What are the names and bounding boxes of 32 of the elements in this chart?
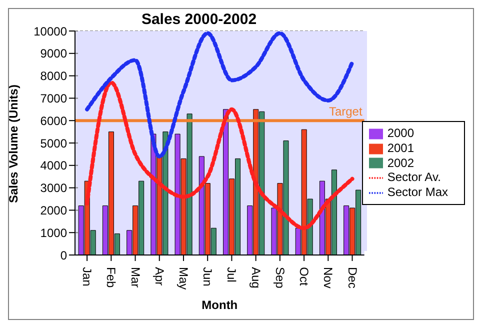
x-tick-label: Feb	[104, 267, 118, 288]
y-tick-label: 7000	[40, 91, 68, 106]
x-tick-label: Jun	[200, 267, 215, 286]
x-tick-label: Nov	[321, 267, 336, 288]
y-tick-label: 5000	[40, 136, 68, 150]
legend-label: Sector Max	[387, 185, 448, 200]
legend-label: 2002	[387, 156, 414, 170]
y-tick-label: 6000	[40, 114, 68, 128]
x-tick-label: Aug	[248, 267, 263, 288]
chart-title: Sales 2000-2002	[141, 11, 257, 28]
y-tick-label: 2000	[40, 203, 68, 218]
y-tick-label: 10000	[34, 24, 68, 38]
x-tick-label: Dec	[345, 267, 360, 288]
x-tick-label: Apr	[152, 267, 166, 286]
legend-label: Sector Av.	[387, 170, 441, 184]
y-tick-label: 3000	[40, 181, 68, 196]
ref-line-label: Target	[328, 104, 363, 119]
y-tick-label: 8000	[40, 69, 68, 84]
y-tick-label: 1000	[40, 226, 68, 240]
legend-label: 2001	[387, 140, 414, 155]
x-tick-label: Mar	[128, 267, 142, 288]
x-tick-label: Oct	[297, 267, 312, 286]
x-tick-label: Jul	[224, 267, 239, 282]
y-axis-title: Sales Volume (Units)	[6, 84, 20, 203]
x-tick-label: Sep	[272, 267, 287, 289]
x-tick-label: Jan	[80, 267, 94, 286]
x-axis-title: Month	[202, 298, 238, 312]
y-tick-label: 0	[60, 248, 68, 262]
legend-label: 2000	[387, 126, 414, 140]
y-tick-label: 9000	[40, 46, 68, 61]
y-tick-label: 4000	[40, 158, 68, 173]
x-tick-label: May	[176, 267, 190, 290]
